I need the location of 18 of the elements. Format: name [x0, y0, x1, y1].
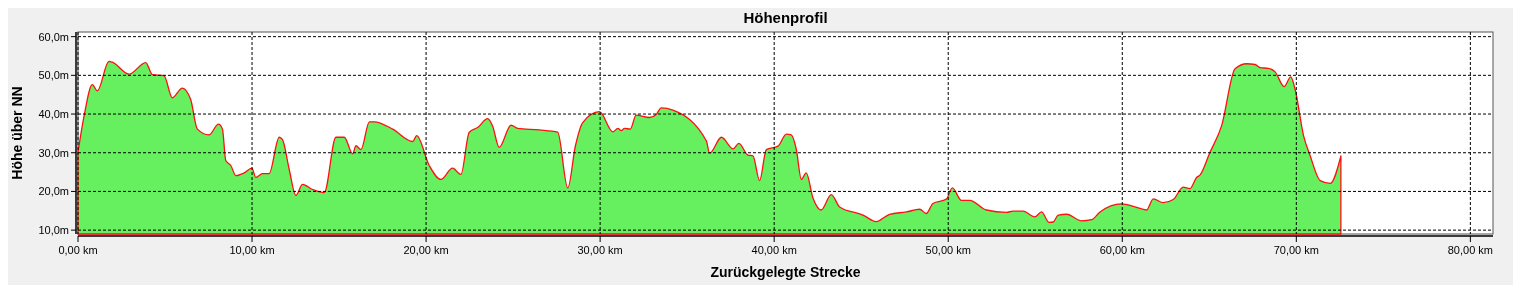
- x-tick-label: 30,00 km: [577, 244, 623, 256]
- x-tick-label: 70,00 km: [1273, 244, 1319, 256]
- y-tick-label: 30,0m: [38, 146, 69, 159]
- x-axis-title: Zurückgelegte Strecke: [710, 264, 861, 280]
- x-tick-label: 0,00 km: [58, 244, 98, 256]
- y-tick-label: 10,0m: [38, 224, 69, 237]
- y-tick-label: 20,0m: [38, 185, 69, 198]
- chart-title: Höhenprofil: [743, 9, 828, 26]
- y-tick-label: 50,0m: [38, 69, 69, 82]
- x-tick-label: 10,00 km: [229, 244, 275, 256]
- x-tick-label: 50,00 km: [925, 244, 971, 256]
- x-tick-label: 40,00 km: [751, 244, 797, 256]
- y-tick-label: 40,0m: [38, 108, 69, 121]
- x-tick-label: 20,00 km: [403, 244, 449, 256]
- x-tick-label: 80,00 km: [1447, 244, 1493, 256]
- y-axis-title: Höhe über NN: [9, 86, 25, 180]
- y-tick-label: 60,0m: [38, 30, 69, 43]
- x-tick-label: 60,00 km: [1099, 244, 1145, 256]
